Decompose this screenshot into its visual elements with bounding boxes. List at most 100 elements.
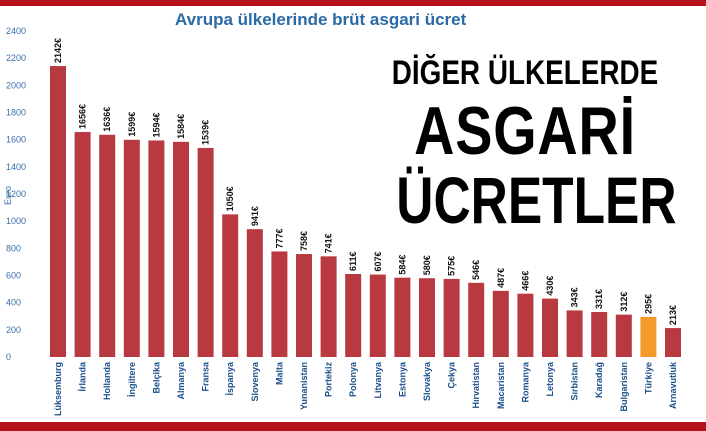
category-label-9: Malta	[274, 361, 284, 385]
bar-2	[99, 134, 116, 357]
value-label-25: 213€	[668, 305, 678, 325]
category-label-6: Fransa	[201, 361, 211, 392]
category-label-17: Hırvatistan	[471, 362, 481, 409]
value-label-13: 607€	[373, 252, 383, 272]
category-label-24: Türkiye	[643, 362, 653, 394]
headline-line-3: ÜCRETLER	[396, 163, 677, 237]
bar-13	[369, 274, 386, 357]
category-label-15: Slovakya	[422, 361, 432, 401]
category-label-13: Litvanya	[373, 361, 383, 399]
category-label-10: Yunanistan	[299, 362, 309, 410]
bar-18	[492, 290, 509, 357]
bar-19	[517, 293, 534, 357]
value-label-1: 1656€	[78, 104, 88, 129]
value-label-5: 1584€	[176, 114, 186, 139]
value-label-24: 295€	[643, 294, 653, 314]
value-label-12: 611€	[348, 251, 358, 271]
category-label-7: İspanya	[225, 361, 235, 396]
y-tick-label: 2400	[6, 26, 26, 36]
bar-11	[320, 256, 337, 357]
value-label-2: 1636€	[102, 107, 112, 132]
bar-23	[615, 314, 632, 357]
bar-22	[591, 312, 608, 357]
category-label-1: İrlanda	[78, 361, 88, 392]
category-label-18: Macaristan	[496, 362, 506, 409]
y-tick-label: 600	[6, 271, 21, 281]
category-label-14: Estonya	[397, 361, 407, 397]
category-label-0: Lüksemburg	[53, 362, 63, 416]
category-label-11: Portekiz	[324, 362, 334, 398]
category-label-21: Sırbistan	[570, 362, 580, 401]
category-label-20: Letonya	[545, 361, 555, 397]
bar-14	[394, 277, 411, 357]
y-tick-label: 2000	[6, 80, 26, 90]
value-label-20: 430€	[545, 276, 555, 296]
value-label-19: 466€	[520, 271, 530, 291]
y-tick-label: 1200	[6, 189, 26, 199]
y-tick-label: 1600	[6, 135, 26, 145]
category-label-19: Romanya	[520, 361, 530, 403]
y-tick-label: 400	[6, 298, 21, 308]
value-label-10: 758€	[299, 231, 309, 251]
bar-5	[173, 141, 189, 357]
bar-8	[246, 229, 263, 357]
headline-line-2: ASGARİ	[414, 93, 636, 169]
bar-6	[197, 147, 214, 357]
value-label-15: 580€	[422, 255, 432, 275]
value-label-9: 777€	[274, 228, 284, 248]
bar-10	[296, 254, 312, 357]
bar-0	[50, 66, 66, 358]
bar-15	[419, 278, 435, 357]
category-label-23: Bulgaristan	[619, 362, 629, 412]
bar-4	[148, 140, 165, 357]
bar-7	[222, 214, 239, 357]
y-tick-label: 1800	[6, 108, 26, 118]
bottom-red-band	[0, 422, 706, 431]
category-label-2: Hollanda	[102, 361, 112, 400]
bar-3	[123, 139, 140, 357]
value-label-16: 575€	[447, 256, 457, 276]
value-label-17: 546€	[471, 260, 481, 280]
y-axis-label: Euro	[3, 186, 13, 205]
top-red-band	[0, 0, 706, 6]
bar-20	[542, 298, 558, 357]
category-label-4: Belçika	[151, 361, 161, 394]
y-tick-label: 800	[6, 243, 21, 253]
bar-17	[468, 282, 485, 357]
category-label-25: Arnavutluk	[668, 361, 678, 409]
category-label-5: Almanya	[176, 361, 186, 400]
category-label-16: Çekya	[447, 361, 457, 389]
value-label-14: 584€	[397, 255, 407, 275]
value-label-7: 1050€	[225, 186, 235, 211]
category-label-8: Slovenya	[250, 361, 260, 402]
value-label-0: 2142€	[53, 38, 63, 63]
bar-16	[443, 278, 460, 357]
bar-9	[271, 251, 288, 357]
value-label-23: 312€	[619, 292, 629, 312]
value-label-8: 941€	[250, 206, 260, 226]
y-tick-label: 200	[6, 325, 21, 335]
chart-title: Avrupa ülkelerinde brüt asgari ücret	[175, 10, 467, 29]
bar-24	[640, 316, 657, 357]
y-tick-label: 1000	[6, 216, 26, 226]
y-tick-label: 0	[6, 352, 11, 362]
bar-25	[665, 328, 681, 357]
y-tick-label: 1400	[6, 162, 26, 172]
value-label-22: 331€	[594, 289, 604, 309]
value-label-11: 741€	[324, 233, 334, 253]
category-label-12: Polonya	[348, 361, 358, 397]
bar-21	[566, 310, 583, 357]
value-label-6: 1539€	[201, 120, 211, 145]
y-tick-label: 2200	[6, 53, 26, 63]
category-label-3: İngiltere	[127, 362, 137, 397]
value-label-18: 487€	[496, 268, 506, 288]
category-label-22: Karadağ	[594, 362, 604, 398]
value-label-4: 1594€	[151, 112, 161, 137]
bar-12	[345, 274, 362, 357]
value-label-21: 343€	[570, 287, 580, 307]
bar-1	[74, 132, 91, 357]
value-label-3: 1599€	[127, 112, 137, 137]
headline-line-1: DİĞER ÜLKELERDE	[391, 54, 659, 92]
